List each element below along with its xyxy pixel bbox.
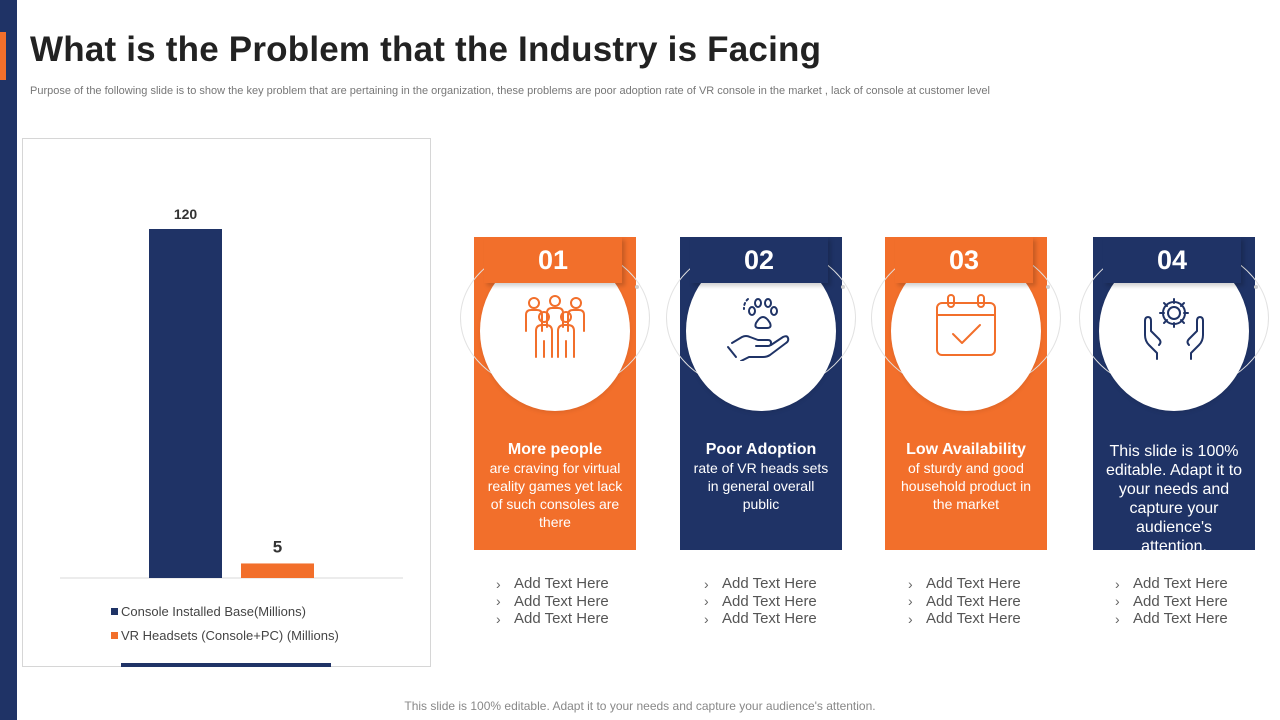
left-accent-bar bbox=[0, 0, 17, 720]
chevron-right-icon: › bbox=[908, 593, 913, 610]
group-of-people-icon bbox=[520, 291, 590, 361]
page-title: What is the Problem that the Industry is… bbox=[30, 30, 822, 69]
problem-card-04: 04 This slide is 100% editable. Adapt it… bbox=[1079, 237, 1269, 555]
chevron-right-icon: › bbox=[496, 610, 501, 627]
footer-note: This slide is 100% editable. Adapt it to… bbox=[404, 699, 876, 713]
card-number-01: 01 bbox=[484, 237, 622, 283]
list-item: › Add Text Here bbox=[704, 610, 884, 628]
card-description-03: of sturdy and good household product in … bbox=[901, 460, 1031, 512]
list-item: › Add Text Here bbox=[1115, 593, 1280, 611]
list-item-text: Add Text Here bbox=[1133, 610, 1228, 628]
list-item-text: Add Text Here bbox=[722, 592, 817, 610]
list-item-text: Add Text Here bbox=[926, 592, 1021, 610]
chevron-right-icon: › bbox=[496, 593, 501, 610]
chevron-right-icon: › bbox=[704, 610, 709, 627]
calendar-check-icon bbox=[931, 291, 1001, 361]
bullet-list-02: › Add Text Here › Add Text Here › Add Text … bbox=[704, 575, 884, 628]
card-heading-01: More people bbox=[507, 441, 603, 458]
card-number-02: 02 bbox=[690, 237, 828, 283]
card-heading-02: Poor Adoption bbox=[705, 441, 817, 458]
bar-chart-panel: 120 5 Console Installed Base(Millions) VR… bbox=[22, 138, 431, 667]
hand-holding-paw-icon bbox=[726, 291, 796, 362]
data-label-vr-headsets: 5 bbox=[273, 537, 282, 556]
card-dot-02 bbox=[841, 285, 845, 289]
card-dot-04 bbox=[1254, 285, 1258, 289]
card-number-03: 03 bbox=[895, 237, 1033, 283]
card-text-04: This slide is 100% editable. Adapt it to… bbox=[1101, 442, 1247, 556]
chevron-right-icon: › bbox=[1115, 610, 1120, 627]
card-dot-01 bbox=[635, 285, 639, 289]
card-description-04: This slide is 100% editable. Adapt it to… bbox=[1105, 443, 1243, 555]
list-item-text: Add Text Here bbox=[722, 610, 817, 628]
data-label-console-installed-base: 120 bbox=[174, 206, 198, 222]
bullet-list-01: › Add Text Here › Add Text Here › Add Text … bbox=[496, 575, 676, 628]
legend-item-vr: VR Headsets (Console+PC) (Millions) bbox=[111, 623, 339, 647]
list-item-text: Add Text Here bbox=[514, 610, 609, 628]
list-item: › Add Text Here bbox=[704, 593, 884, 611]
bar-console-installed-base bbox=[149, 229, 222, 578]
card-text-03: Low Availability of sturdy and good hous… bbox=[893, 441, 1039, 513]
list-item-text: Add Text Here bbox=[1133, 592, 1228, 610]
list-item-text: Add Text Here bbox=[1133, 575, 1228, 593]
chart-legend: Console Installed Base(Millions) VR Head… bbox=[111, 599, 339, 647]
list-item-text: Add Text Here bbox=[722, 575, 817, 593]
chart-underline-bar bbox=[121, 663, 331, 667]
list-item: › Add Text Here bbox=[908, 610, 1088, 628]
chevron-right-icon: › bbox=[704, 575, 709, 592]
card-heading-03: Low Availability bbox=[906, 441, 1026, 458]
problem-card-01: 01 More people are craving for virtual r… bbox=[460, 237, 650, 550]
legend-label-vr: VR Headsets (Console+PC) (Millions) bbox=[121, 627, 339, 643]
bullet-list-04: › Add Text Here › Add Text Here › Add Text … bbox=[1115, 575, 1280, 628]
legend-label-console: Console Installed Base(Millions) bbox=[121, 603, 306, 619]
list-item: › Add Text Here bbox=[1115, 575, 1280, 593]
card-number-04: 04 bbox=[1103, 237, 1241, 283]
page-subtitle: Purpose of the following slide is to sho… bbox=[30, 85, 990, 97]
list-item-text: Add Text Here bbox=[926, 575, 1021, 593]
chevron-right-icon: › bbox=[1115, 593, 1120, 610]
chevron-right-icon: › bbox=[908, 575, 913, 592]
card-description-02: rate of VR heads sets in general overall… bbox=[693, 460, 829, 512]
legend-swatch-orange bbox=[111, 631, 118, 639]
list-item: › Add Text Here bbox=[496, 575, 676, 593]
bar-chart: 120 5 bbox=[60, 206, 403, 579]
problem-card-03: 03 Low Availability of sturdy and good h… bbox=[871, 237, 1061, 550]
bullet-list-03: › Add Text Here › Add Text Here › Add Text … bbox=[908, 575, 1088, 628]
chevron-right-icon: › bbox=[496, 575, 501, 592]
list-item-text: Add Text Here bbox=[514, 592, 609, 610]
chevron-right-icon: › bbox=[1115, 575, 1120, 592]
legend-swatch-navy bbox=[111, 607, 118, 615]
card-dot-03 bbox=[1046, 285, 1050, 289]
list-item-text: Add Text Here bbox=[926, 610, 1021, 628]
legend-item-console: Console Installed Base(Millions) bbox=[111, 599, 339, 623]
list-item: › Add Text Here bbox=[704, 575, 884, 593]
bar-vr-headsets bbox=[241, 563, 314, 578]
card-description-01: are craving for virtual reality games ye… bbox=[487, 460, 623, 530]
title-accent-mark bbox=[0, 32, 6, 80]
hands-gear-icon bbox=[1139, 291, 1209, 361]
chevron-right-icon: › bbox=[704, 593, 709, 610]
list-item: › Add Text Here bbox=[496, 593, 676, 611]
list-item: › Add Text Here bbox=[496, 610, 676, 628]
problem-card-02: 02 Poor Adoption rate of VR heads sets i… bbox=[666, 237, 856, 550]
list-item-text: Add Text Here bbox=[514, 575, 609, 593]
card-text-02: Poor Adoption rate of VR heads sets in g… bbox=[688, 441, 834, 513]
chevron-right-icon: › bbox=[908, 610, 913, 627]
list-item: › Add Text Here bbox=[908, 575, 1088, 593]
list-item: › Add Text Here bbox=[908, 593, 1088, 611]
list-item: › Add Text Here bbox=[1115, 610, 1280, 628]
card-text-01: More people are craving for virtual real… bbox=[482, 441, 628, 531]
